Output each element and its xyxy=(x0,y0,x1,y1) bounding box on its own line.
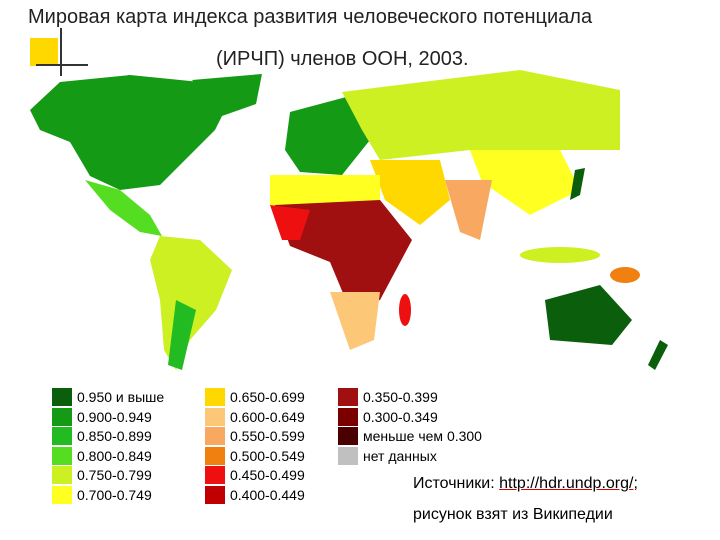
legend-swatch xyxy=(52,485,72,504)
legend-swatch xyxy=(205,466,225,484)
deco-square xyxy=(30,38,58,66)
legend-label: 0.900-0.949 xyxy=(77,408,152,425)
india xyxy=(445,180,492,240)
legend-label: 0.600-0.649 xyxy=(230,408,305,425)
south-america xyxy=(150,236,232,370)
legend-label: 0.750-0.799 xyxy=(77,467,152,483)
legend-swatch xyxy=(205,427,225,445)
north-america xyxy=(30,75,232,190)
australia xyxy=(545,285,632,345)
legend-swatch xyxy=(52,407,72,426)
legend-swatch xyxy=(52,427,72,445)
southern-africa xyxy=(330,292,380,350)
legend-label: 0.550-0.599 xyxy=(230,428,305,444)
legend-swatch xyxy=(52,388,72,406)
madagascar xyxy=(399,294,411,326)
china xyxy=(470,150,580,215)
new-zealand xyxy=(648,340,668,370)
legend-swatch xyxy=(205,485,225,504)
source-line: Источники: http://hdr.undp.org/; xyxy=(413,475,638,493)
legend-swatch xyxy=(205,446,225,465)
title: Мировая карта индекса развития человечес… xyxy=(28,6,593,28)
legend-swatch xyxy=(338,427,358,445)
legend-label: 0.450-0.499 xyxy=(230,467,305,483)
new-guinea xyxy=(610,267,640,283)
source-prefix: Источники: xyxy=(413,475,500,492)
legend-label: 0.300-0.349 xyxy=(363,408,438,425)
russia xyxy=(342,70,620,160)
legend-label: 0.500-0.549 xyxy=(230,447,305,464)
source-suffix: ; xyxy=(633,475,638,492)
source-note: рисунок взят из Википедии xyxy=(413,506,613,523)
south-cone xyxy=(168,300,196,370)
legend-swatch xyxy=(205,407,225,426)
legend-label: 0.800-0.849 xyxy=(77,447,152,464)
legend-label: 0.350-0.399 xyxy=(363,389,438,405)
legend-swatch xyxy=(338,407,358,426)
greenland xyxy=(192,74,262,116)
legend-swatch xyxy=(52,466,72,484)
legend-label: 0.650-0.699 xyxy=(230,389,305,405)
europe xyxy=(285,96,370,175)
west-africa xyxy=(270,205,310,240)
legend-label: 0.700-0.749 xyxy=(77,486,152,503)
legend-swatch xyxy=(338,446,358,465)
legend-label: меньше чем 0.300 xyxy=(363,428,482,444)
indonesia xyxy=(520,247,600,263)
legend-swatch xyxy=(205,388,225,406)
sub-saharan-africa xyxy=(275,200,412,310)
middle-east xyxy=(370,160,450,225)
title: (ИРЧП) членов ООН, 2003. xyxy=(216,48,469,70)
legend-swatch xyxy=(52,446,72,465)
legend-label: 0.850-0.899 xyxy=(77,428,152,444)
japan xyxy=(570,168,585,200)
mexico xyxy=(85,180,162,236)
world-map xyxy=(30,70,668,370)
source-link[interactable]: http://hdr.undp.org/ xyxy=(499,475,634,492)
legend-label: нет данных xyxy=(363,447,437,464)
deco-line xyxy=(60,28,62,76)
legend-swatch xyxy=(338,388,358,406)
legend-label: 0.950 и выше xyxy=(77,389,165,405)
deco-line xyxy=(36,64,88,66)
legend-label: 0.400-0.449 xyxy=(230,486,305,503)
